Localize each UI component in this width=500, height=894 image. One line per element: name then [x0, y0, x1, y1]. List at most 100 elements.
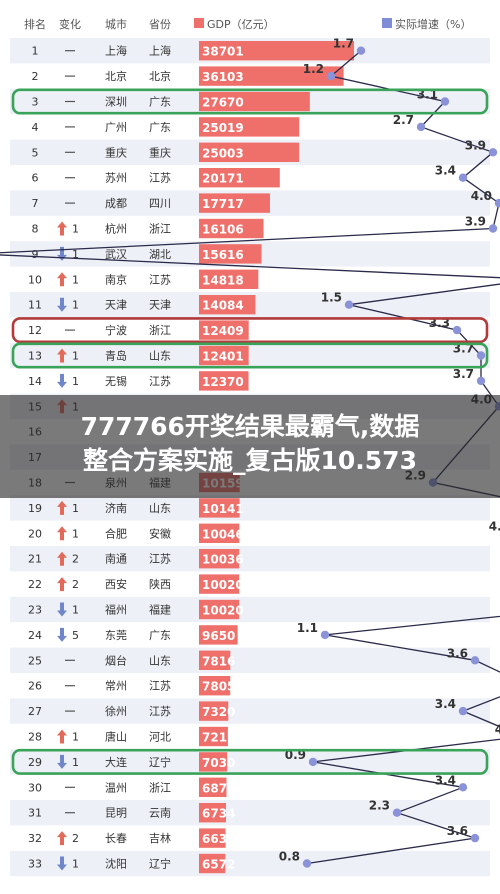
row-province: 江苏 — [149, 172, 171, 185]
row-change-value: 1 — [72, 299, 79, 312]
gdp-value-label: 16106 — [202, 223, 244, 237]
row-city: 徐州 — [105, 704, 127, 718]
row-rank: 2 — [32, 70, 39, 83]
growth-dot — [320, 630, 330, 640]
row-change-value: 1 — [72, 858, 79, 871]
growth-dot — [458, 706, 468, 716]
gdp-value-label: 10141 — [202, 502, 244, 516]
growth-dot — [494, 198, 500, 208]
growth-value-label: 1.5 — [321, 291, 342, 305]
row-province: 浙江 — [149, 223, 171, 236]
growth-value-label: 4.3 — [489, 519, 500, 533]
growth-value-label: 3.4 — [435, 697, 456, 711]
rank-up-arrow-icon — [57, 272, 67, 287]
gdp-value-label: 25003 — [202, 146, 244, 160]
row-rank: 33 — [28, 858, 42, 871]
rank-up-arrow-icon — [57, 831, 67, 846]
growth-value-label: 3.6 — [447, 646, 468, 660]
gdp-bar — [199, 853, 226, 874]
rank-up-arrow-icon — [57, 500, 67, 515]
rank-up-arrow-icon — [57, 729, 67, 744]
gdp-value-label: 38701 — [202, 45, 244, 59]
row-province: 重庆 — [149, 145, 171, 159]
row-province: 安徽 — [149, 526, 171, 540]
row-rank: 9 — [32, 248, 39, 261]
gdp-value-label: 7816 — [202, 654, 235, 668]
row-rank: 4 — [32, 121, 39, 134]
gdp-value-label: 7805 — [202, 680, 235, 694]
row-change-value: 1 — [72, 273, 79, 286]
row-change-value: 2 — [72, 578, 79, 591]
row-province: 江苏 — [149, 375, 171, 388]
growth-dot — [302, 859, 312, 868]
rank-down-arrow-icon — [57, 297, 67, 312]
rank-down-arrow-icon — [57, 856, 67, 871]
row-rank: 8 — [32, 223, 39, 236]
row-city: 广州 — [105, 121, 127, 134]
row-province: 江苏 — [149, 680, 171, 693]
gdp-value-label: 25019 — [202, 121, 244, 135]
row-city: 常州 — [105, 680, 127, 693]
row-band — [10, 495, 490, 521]
legend-swatch-growth — [382, 18, 392, 28]
gdp-bar — [199, 574, 240, 594]
row-city: 沈阳 — [105, 857, 127, 871]
gdp-value-label: 10046 — [202, 527, 244, 541]
row-change-value: 5 — [72, 629, 79, 642]
gdp-bar — [199, 777, 227, 797]
gdp-value-label: 27670 — [202, 96, 244, 110]
row-city: 长春 — [105, 832, 127, 845]
growth-value-label: 0.8 — [279, 850, 300, 864]
row-change-value: 1 — [72, 375, 79, 388]
gdp-bar — [199, 142, 300, 162]
gdp-value-label: 12401 — [202, 350, 244, 364]
gdp-bar — [199, 650, 231, 670]
growth-dot — [488, 148, 498, 157]
growth-value-label: 3.4 — [435, 773, 456, 787]
row-city: 宁波 — [105, 323, 127, 337]
gdp-bar — [199, 66, 344, 86]
row-rank: 10 — [28, 273, 42, 286]
growth-value-label: 3.4 — [435, 164, 456, 178]
row-province: 山东 — [149, 502, 171, 515]
gdp-value-label: 15616 — [202, 248, 244, 262]
row-city: 上海 — [105, 44, 127, 58]
gdp-bar — [199, 193, 270, 213]
row-city: 北京 — [105, 69, 127, 83]
row-change-value: 1 — [72, 223, 79, 236]
growth-dot — [476, 376, 486, 386]
gdp-bar — [199, 218, 264, 239]
row-rank: 21 — [28, 553, 42, 566]
row-city: 武汉 — [105, 248, 127, 261]
row-province: 江苏 — [149, 553, 171, 566]
row-rank: 25 — [28, 654, 42, 667]
gdp-bar — [199, 701, 229, 721]
row-province: 福建 — [149, 603, 171, 617]
row-province: 山东 — [149, 654, 171, 667]
row-rank: 28 — [28, 731, 42, 744]
gdp-value-label: 10020 — [202, 604, 244, 618]
legend-swatch-gdp — [194, 18, 204, 28]
gdp-value-label: 17717 — [202, 197, 244, 211]
row-band — [10, 800, 490, 826]
row-province: 浙江 — [149, 781, 171, 794]
row-city: 温州 — [105, 781, 127, 794]
growth-value-label: 2.7 — [393, 113, 414, 127]
growth-dot — [326, 71, 336, 81]
rank-up-arrow-icon — [57, 551, 67, 566]
row-city: 天津 — [105, 299, 127, 312]
gdp-bar — [199, 371, 249, 391]
row-province: 广东 — [149, 121, 171, 134]
row-band — [10, 850, 490, 877]
growth-dot — [392, 808, 402, 817]
row-rank: 6 — [32, 172, 39, 185]
highlight-box — [11, 88, 489, 115]
growth-value-label: 4.0 — [471, 189, 492, 203]
row-rank: 1 — [32, 45, 39, 58]
growth-dot — [458, 173, 468, 182]
row-change-value: 1 — [72, 731, 79, 744]
row-province: 辽宁 — [149, 857, 171, 871]
gdp-value-label: 36103 — [202, 70, 244, 84]
row-change-value: 1 — [72, 502, 79, 515]
row-city: 福州 — [105, 603, 127, 617]
